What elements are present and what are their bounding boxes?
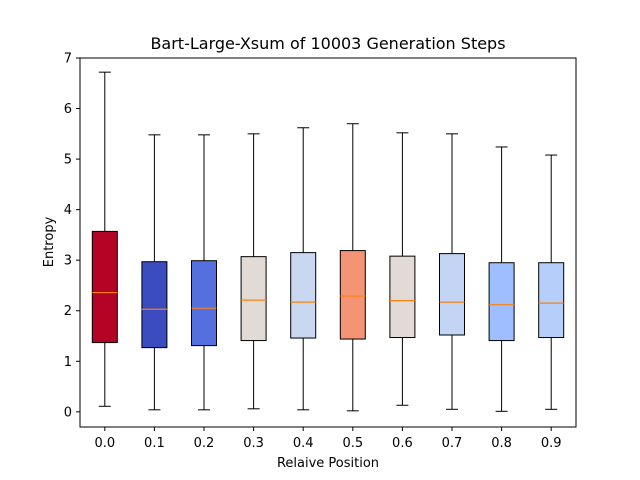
box-0.4 <box>290 127 317 411</box>
box-0.8 <box>488 146 515 412</box>
box-0.6 <box>389 132 416 406</box>
box-body <box>91 230 118 344</box>
y-axis: 0 1 2 3 4 5 6 7 <box>64 52 80 420</box>
chart-title: Bart-Large-Xsum of 10003 Generation Step… <box>150 34 505 53</box>
box-0.9 <box>538 154 565 410</box>
y-axis-label: Entropy <box>42 216 57 267</box>
x-tick-label: 0.1 <box>144 436 165 451</box>
x-tick-label: 0.5 <box>342 436 363 451</box>
box-body <box>339 250 366 340</box>
box-0.7 <box>439 133 465 410</box>
box-0.5 <box>339 123 366 412</box>
y-tick-label: 7 <box>64 52 72 67</box>
y-tick-label: 6 <box>64 102 72 117</box>
box-body <box>290 252 317 339</box>
x-tick-label: 0.7 <box>442 436 463 451</box>
x-tick-label: 0.4 <box>293 436 314 451</box>
x-tick-label: 0.6 <box>392 436 413 451</box>
box-body <box>389 255 416 339</box>
x-tick-label: 0.2 <box>194 436 215 451</box>
y-tick-label: 4 <box>64 203 72 218</box>
x-axis: 0.0 0.1 0.2 0.3 0.4 0.5 0.6 0.7 0.8 0.9 <box>94 427 562 451</box>
box-0.0 <box>91 71 118 407</box>
y-tick-label: 0 <box>64 405 72 420</box>
box-body <box>439 253 465 336</box>
box-body <box>240 256 267 342</box>
boxes-group <box>91 71 565 412</box>
box-0.3 <box>240 133 267 410</box>
x-tick-label: 0.8 <box>491 436 512 451</box>
y-tick-label: 5 <box>64 153 72 168</box>
box-body <box>191 260 217 347</box>
box-body <box>488 262 515 342</box>
box-0.2 <box>191 134 217 411</box>
y-tick-label: 3 <box>64 254 72 269</box>
x-axis-label: Relaive Position <box>277 456 379 471</box>
box-body <box>141 261 168 349</box>
x-tick-label: 0.9 <box>541 436 562 451</box>
y-tick-label: 1 <box>64 355 72 370</box>
box-body <box>538 262 565 339</box>
plot-frame <box>79 57 577 428</box>
x-tick-label: 0.0 <box>94 436 115 451</box>
box-0.1 <box>141 134 168 411</box>
y-tick-label: 2 <box>64 304 72 319</box>
x-tick-label: 0.3 <box>243 436 264 451</box>
